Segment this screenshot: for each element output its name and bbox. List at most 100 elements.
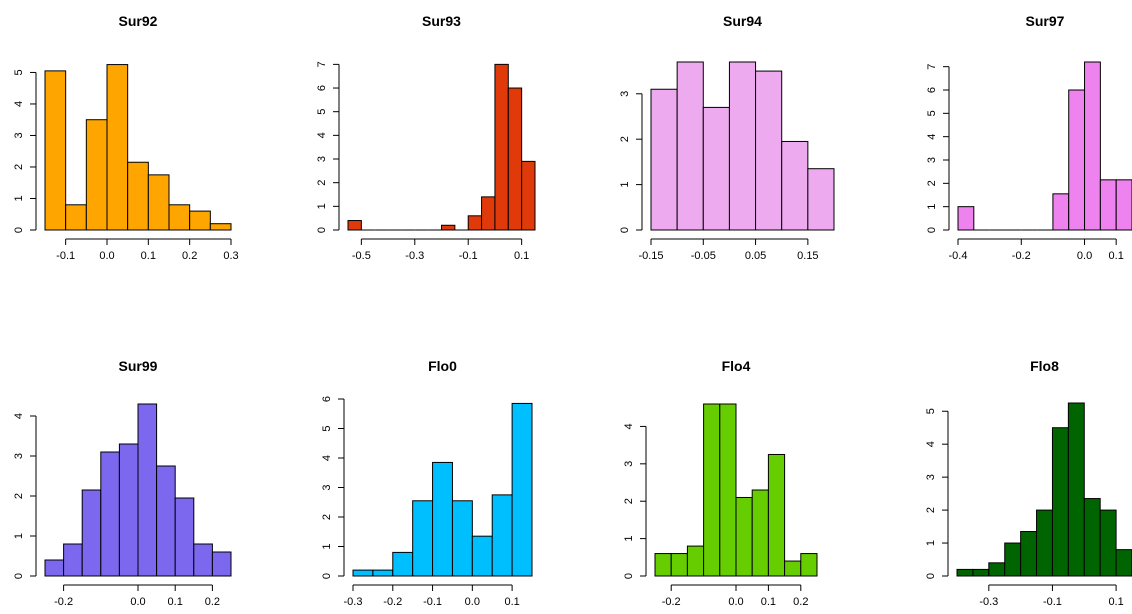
histogram-bar xyxy=(1068,89,1086,231)
histogram-bar xyxy=(491,494,513,577)
y-tick-label: 4 xyxy=(926,134,938,140)
histogram-bar xyxy=(1115,179,1132,231)
histogram-panel: Sur93 -0.5 -0.3 -0.1 0.1 0 1 2 3 4 5 6 7 xyxy=(316,13,536,262)
x-tick-label: -0.4 xyxy=(949,250,968,262)
y-tick-label: 3 xyxy=(316,156,328,162)
y-tick-label: 0 xyxy=(926,227,938,233)
x-tick-label: 0.0 xyxy=(99,250,114,262)
x-tick-label: -0.3 xyxy=(979,596,998,608)
histogram-bar xyxy=(751,489,769,577)
y-tick-label: 3 xyxy=(623,461,635,467)
y-tick-label: 3 xyxy=(321,484,333,490)
histogram-bar xyxy=(650,88,678,231)
histogram-bar xyxy=(1083,498,1101,577)
histogram-bar xyxy=(719,403,737,577)
histogram-bar xyxy=(81,489,102,577)
y-tick-label: 2 xyxy=(623,498,635,504)
histogram-panel: Sur94 -0.15 -0.05 0.05 0.15 0 1 2 3 xyxy=(619,13,835,262)
y-tick-label: 3 xyxy=(925,474,937,480)
histogram-bar xyxy=(957,206,975,231)
histogram-bar xyxy=(106,64,129,231)
x-tick-label: 0.0 xyxy=(1077,250,1092,262)
y-tick-label: 1 xyxy=(316,203,328,209)
histogram-bar xyxy=(85,119,108,231)
histogram-bar xyxy=(1004,542,1022,577)
panel-title: Sur94 xyxy=(723,13,762,29)
histogram-bar xyxy=(412,500,434,577)
y-tick-label: 1 xyxy=(925,540,937,546)
x-tick-label: 0.0 xyxy=(130,596,145,608)
histogram-bar xyxy=(174,497,195,577)
x-tick-label: 0.3 xyxy=(223,250,238,262)
histogram-bar xyxy=(63,543,83,577)
y-tick-label: 3 xyxy=(926,157,938,163)
histogram-panel: Sur97 -0.4 -0.2 0.0 0.1 0 1 2 3 4 5 6 7 xyxy=(926,13,1132,262)
y-tick-label: 5 xyxy=(13,69,25,75)
histogram-panel: Sur92 -0.1 0.0 0.1 0.2 0.3 0 1 2 3 4 5 xyxy=(13,13,239,262)
histogram-bar xyxy=(347,220,362,231)
histogram-bar xyxy=(755,70,783,231)
y-tick-label: 2 xyxy=(619,136,631,142)
x-tick-label: -0.15 xyxy=(638,250,663,262)
x-tick-label: 0.15 xyxy=(797,250,818,262)
x-tick-label: -0.2 xyxy=(662,596,681,608)
y-tick-label: 4 xyxy=(623,423,635,429)
y-tick-label: 4 xyxy=(13,101,25,107)
histogram-bar xyxy=(511,402,533,577)
histogram-bar xyxy=(1099,509,1117,577)
x-tick-label: 0.05 xyxy=(745,250,766,262)
histogram-bar xyxy=(65,204,87,231)
y-tick-label: 1 xyxy=(321,543,333,549)
histogram-bar xyxy=(507,87,523,231)
y-tick-label: 1 xyxy=(926,204,938,210)
x-tick-label: -0.05 xyxy=(691,250,716,262)
histogram-bar xyxy=(703,403,721,577)
y-tick-label: 0 xyxy=(925,573,937,579)
histogram-bar xyxy=(956,568,974,577)
y-tick-label: 2 xyxy=(316,180,328,186)
histogram-bar xyxy=(467,215,483,231)
panel-title: Sur93 xyxy=(422,13,461,29)
x-tick-label: 0.1 xyxy=(168,596,183,608)
x-tick-label: -0.1 xyxy=(459,250,478,262)
histogram-bar xyxy=(189,210,211,231)
histogram-bar xyxy=(767,453,786,577)
histogram-bar xyxy=(168,204,191,231)
y-tick-label: 2 xyxy=(925,507,937,513)
y-tick-label: 0 xyxy=(316,227,328,233)
y-tick-label: 2 xyxy=(321,514,333,520)
histogram-bar xyxy=(988,562,1006,577)
x-tick-label: 0.1 xyxy=(514,250,529,262)
histogram-bar xyxy=(1067,402,1085,577)
histogram-bar xyxy=(441,224,456,231)
y-tick-label: 4 xyxy=(321,455,333,461)
histogram-bar xyxy=(118,443,139,577)
y-tick-label: 0 xyxy=(321,573,333,579)
histogram-bar xyxy=(676,61,704,231)
histogram-bar xyxy=(735,496,753,577)
histogram-panel: Sur99 -0.2 0.0 0.1 0.2 0 1 2 3 4 xyxy=(13,358,232,608)
x-tick-label: -0.1 xyxy=(423,596,442,608)
histogram-bar xyxy=(972,568,990,577)
histogram-bar xyxy=(352,569,374,577)
histogram-bar xyxy=(1099,179,1117,231)
x-tick-label: -0.2 xyxy=(383,596,402,608)
y-tick-label: 1 xyxy=(13,195,25,201)
histogram-bar xyxy=(127,161,149,231)
histogram-bar xyxy=(686,545,705,577)
x-tick-label: 0.1 xyxy=(761,596,776,608)
x-tick-label: -0.5 xyxy=(352,250,371,262)
x-tick-label: 0.1 xyxy=(504,596,519,608)
histogram-bar xyxy=(471,535,493,577)
panel-title: Flo8 xyxy=(1030,358,1059,374)
y-tick-label: 1 xyxy=(623,536,635,542)
histogram-bar xyxy=(781,140,809,231)
y-tick-label: 0 xyxy=(13,573,25,579)
x-tick-label: 0.2 xyxy=(793,596,808,608)
y-tick-label: 2 xyxy=(13,164,25,170)
histogram-bar xyxy=(392,551,414,577)
x-tick-label: -0.1 xyxy=(56,250,75,262)
y-tick-label: 4 xyxy=(316,132,328,138)
histogram-panel: Flo0 -0.3 -0.2 -0.1 0.0 0.1 0 1 2 3 4 5 6 xyxy=(321,358,533,608)
y-tick-label: 3 xyxy=(619,91,631,97)
